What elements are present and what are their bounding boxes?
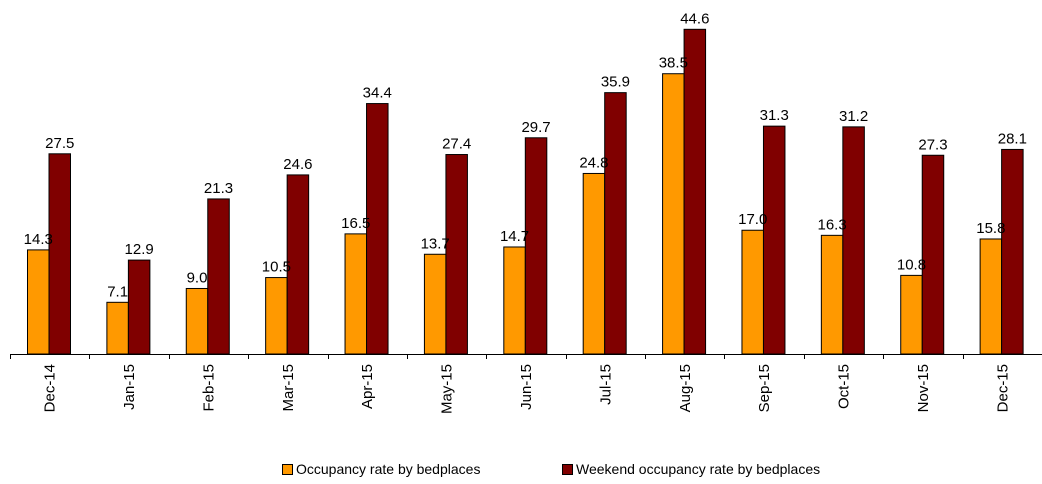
x-tick-label-nov-15: Nov-15 [915,364,932,412]
bar-occupancy-mar-15 [265,277,288,355]
x-tick-label-may-15: May-15 [439,364,456,414]
x-tick-label-apr-15: Apr-15 [359,364,376,409]
data-label-weekend-sep-15: 31.3 [760,107,789,124]
legend-label-occupancy: Occupancy rate by bedplaces [296,461,481,477]
data-label-weekend-mar-15: 24.6 [283,156,312,173]
data-label-occupancy-mar-15: 10.5 [262,259,291,276]
data-label-occupancy-dec-15: 15.8 [976,220,1005,237]
data-label-occupancy-jun-15: 14.7 [500,228,529,245]
data-label-occupancy-feb-15: 9.0 [187,269,208,286]
data-label-occupancy-jul-15: 24.8 [579,154,608,171]
bar-occupancy-oct-15 [820,234,844,355]
data-label-occupancy-aug-15: 38.5 [659,55,688,72]
data-label-weekend-feb-15: 21.3 [204,180,233,197]
data-label-weekend-nov-15: 27.3 [918,136,947,153]
bar-occupancy-jun-15 [503,246,526,355]
bar-occupancy-sep-15 [741,229,764,355]
bar-occupancy-nov-15 [900,274,923,355]
data-label-weekend-jul-15: 35.9 [601,74,630,91]
legend-item-occupancy: Occupancy rate by bedplaces [282,461,480,477]
data-label-occupancy-may-15: 13.7 [421,235,450,252]
legend-item-weekend: Weekend occupancy rate by bedplaces [562,461,820,477]
x-tick-label-feb-15: Feb-15 [200,364,217,412]
x-tick-label-oct-15: Oct-15 [836,364,853,409]
bar-occupancy-dec-14 [27,249,50,355]
bar-occupancy-feb-15 [185,287,209,355]
bar-weekend-may-15 [445,154,468,355]
bar-weekend-nov-15 [921,154,945,355]
x-tick-label-jan-15: Jan-15 [121,364,138,410]
data-labels-group: 14.3 27.5 7.1 12.9 9.0 21.3 10.5 24.6 16.5 34.4 13… [24,10,1027,300]
legend-swatch-occupancy [282,463,293,475]
x-ticks-group [10,354,964,359]
data-label-weekend-oct-15: 31.2 [839,108,868,125]
x-tick-label-aug-15: Aug-15 [677,364,694,412]
bar-occupancy-apr-15 [344,233,368,355]
bar-weekend-feb-15 [207,198,230,355]
bar-weekend-jun-15 [524,137,548,355]
bar-weekend-jan-15 [127,259,151,355]
data-label-occupancy-nov-15: 10.8 [897,256,926,273]
data-label-occupancy-dec-14: 14.3 [24,231,53,248]
data-label-weekend-dec-15: 28.1 [998,130,1027,147]
x-tick-label-jun-15: Jun-15 [518,364,535,410]
bar-weekend-dec-15 [1001,148,1024,355]
bar-weekend-aug-15 [683,28,707,355]
x-tick-label-dec-14: Dec-14 [42,364,59,412]
data-label-weekend-jan-15: 12.9 [125,241,154,258]
bar-weekend-dec-14 [48,153,71,355]
data-label-weekend-apr-15: 34.4 [363,85,392,102]
x-tick-label-sep-15: Sep-15 [756,364,773,412]
x-tick-labels-group: Dec-14 Jan-15 Feb-15 Mar-15 Apr-15 May-15 Jun-… [42,364,1012,414]
legend-swatch-weekend [562,463,573,475]
data-label-weekend-dec-14: 27.5 [45,135,74,152]
data-label-occupancy-sep-15: 17.0 [738,211,767,228]
bar-occupancy-aug-15 [662,73,685,355]
data-label-weekend-aug-15: 44.6 [680,10,709,27]
bar-weekend-jul-15 [604,92,627,355]
legend-label-weekend: Weekend occupancy rate by bedplaces [576,461,821,477]
data-label-occupancy-apr-15: 16.5 [341,215,370,232]
x-tick-label-mar-15: Mar-15 [280,364,297,412]
bar-occupancy-dec-15 [979,238,1003,355]
bar-occupancy-may-15 [423,253,447,355]
bars-group [27,28,1024,355]
x-tick-label-jul-15: Jul-15 [597,364,614,405]
data-label-occupancy-jan-15: 7.1 [107,283,128,300]
data-label-weekend-may-15: 27.4 [442,136,471,153]
x-tick-label-dec-15: Dec-15 [994,364,1011,412]
legend: Occupancy rate by bedplaces Weekend occu… [0,461,1042,479]
data-label-occupancy-oct-15: 16.3 [817,216,846,233]
bar-occupancy-jan-15 [106,301,129,355]
data-label-weekend-jun-15: 29.7 [521,119,550,136]
bar-occupancy-jul-15 [582,172,606,355]
bar-weekend-sep-15 [762,125,786,355]
bar-weekend-oct-15 [842,126,865,355]
